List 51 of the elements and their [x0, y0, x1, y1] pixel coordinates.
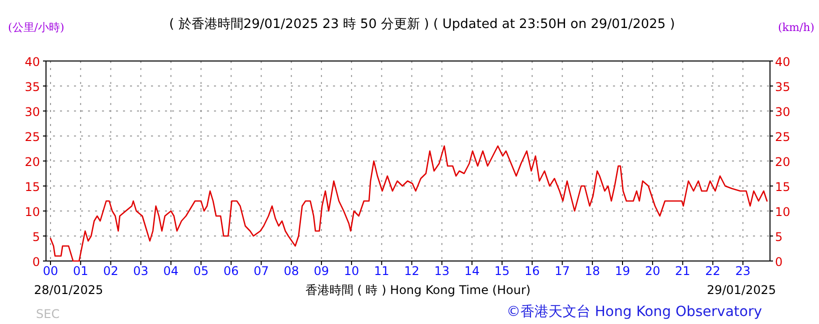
x-tick-label: 11 [374, 264, 390, 278]
y-tick-label: 40 [24, 55, 40, 69]
y2-tick-label: 5 [775, 230, 783, 244]
x-tick-label: 20 [644, 264, 660, 278]
x-tick-label: 06 [224, 264, 239, 278]
x-tick-label: 08 [284, 264, 299, 278]
y2-axis-title: (km/h) [778, 21, 814, 34]
y2-tick-label: 25 [775, 130, 790, 144]
x-tick-label: 05 [193, 264, 209, 278]
x-tick-label: 02 [103, 264, 118, 278]
text: SEC [36, 307, 60, 321]
x-tick-label: 21 [675, 264, 690, 278]
y-tick-label: 15 [24, 180, 40, 194]
x-tick-label: 12 [404, 264, 420, 278]
text: ©香港天文台 Hong Kong Observatory [506, 304, 762, 320]
x-tick-label: 00 [42, 264, 58, 278]
y-tick-label: 30 [24, 105, 40, 119]
x-tick-label: 04 [163, 264, 179, 278]
y2-tick-label: 20 [775, 155, 790, 169]
text: 28/01/2025 [34, 283, 104, 297]
y2-tick-label: 40 [775, 55, 790, 69]
text: 29/01/2025 [706, 283, 776, 297]
y2-tick-label: 15 [775, 180, 790, 194]
y2-tick-label: 10 [775, 205, 790, 219]
x-tick-label: 22 [705, 264, 720, 278]
y2-tick-label: 0 [775, 255, 783, 269]
y-tick-label: 10 [24, 205, 40, 219]
x-tick-label: 01 [72, 264, 88, 278]
x-tick-label: 07 [254, 264, 269, 278]
y-tick-label: 25 [24, 130, 40, 144]
x-tick-label: 17 [554, 264, 570, 278]
x-axis-title: 香港時間 ( 時 ) Hong Kong Time (Hour) [305, 283, 531, 297]
y-tick-label: 20 [24, 155, 40, 169]
y-tick-label: 35 [24, 80, 40, 94]
x-tick-label: 10 [344, 264, 360, 278]
y2-tick-label: 30 [775, 105, 790, 119]
y2-tick-label: 35 [775, 80, 790, 94]
x-tick-label: 18 [584, 264, 600, 278]
x-tick-label: 13 [434, 264, 450, 278]
x-tick-label: 15 [494, 264, 510, 278]
x-tick-label: 03 [133, 264, 148, 278]
x-tick-label: 14 [464, 264, 480, 278]
x-tick-label: 09 [314, 264, 330, 278]
line-series [50, 145, 768, 262]
y-tick-label: 5 [32, 230, 40, 244]
x-tick-label: 19 [614, 264, 630, 278]
x-tick-label: 23 [735, 264, 751, 278]
x-tick-label: 16 [524, 264, 540, 278]
y-tick-label: 0 [32, 255, 40, 269]
chart-title: ( 於香港時間29/01/2025 23 時 50 分更新 ) ( Updated at 23:50H on 29/01/2025 ) [169, 17, 675, 32]
y-axis-title: (公里/小時) [8, 21, 64, 34]
